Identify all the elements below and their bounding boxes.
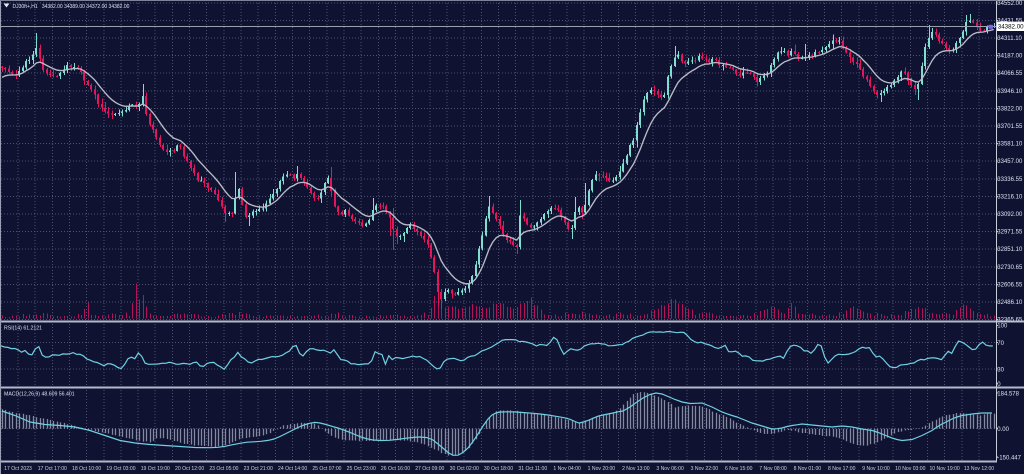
svg-text:25 Oct 23:00: 25 Oct 23:00 [347, 466, 376, 472]
svg-text:30 Oct 18:00: 30 Oct 18:00 [484, 466, 513, 472]
svg-text:25 Oct 07:00: 25 Oct 07:00 [312, 466, 341, 472]
svg-text:34187.00: 34187.00 [997, 54, 1023, 60]
svg-text:33216.10: 33216.10 [997, 194, 1023, 200]
svg-text:7 Nov 08:00: 7 Nov 08:00 [759, 466, 787, 472]
svg-text:32971.55: 32971.55 [997, 230, 1023, 236]
svg-text:100: 100 [997, 324, 1008, 330]
svg-text:31 Oct 11:00: 31 Oct 11:00 [518, 466, 547, 472]
svg-text:34552.00: 34552.00 [997, 1, 1023, 7]
svg-text:33457.00: 33457.00 [997, 159, 1023, 165]
svg-text:30: 30 [997, 367, 1004, 373]
svg-text:34431.55: 34431.55 [997, 18, 1023, 24]
svg-text:33581.10: 33581.10 [997, 142, 1023, 148]
svg-text:17 Oct 17:00: 17 Oct 17:00 [38, 466, 67, 472]
svg-text:9 Nov 10:00: 9 Nov 10:00 [862, 466, 890, 472]
svg-text:10 Nov 19:00: 10 Nov 19:00 [929, 466, 959, 472]
svg-text:RSI(14) 61.2121: RSI(14) 61.2121 [4, 325, 42, 331]
svg-text:6 Nov 15:00: 6 Nov 15:00 [725, 466, 753, 472]
svg-text:70: 70 [997, 341, 1004, 347]
svg-text:18 Oct 10:00: 18 Oct 10:00 [72, 466, 101, 472]
svg-text:MACD(12,26,9) 48.609 56.401: MACD(12,26,9) 48.609 56.401 [4, 391, 75, 397]
svg-text:184.578: 184.578 [997, 391, 1019, 397]
svg-text:23 Oct 21:00: 23 Oct 21:00 [244, 466, 273, 472]
svg-text:32606.55: 32606.55 [997, 282, 1023, 288]
svg-text:13 Nov 12:00: 13 Nov 12:00 [964, 466, 994, 472]
svg-text:33336.55: 33336.55 [997, 177, 1023, 183]
svg-text:DJ30ft+,H1 34382.00 34389.00: DJ30ft+,H1 34382.00 34389.00 34372.00 34… [13, 4, 130, 10]
svg-text:19 Oct 19:00: 19 Oct 19:00 [141, 466, 170, 472]
svg-text:33946.10: 33946.10 [997, 89, 1023, 95]
svg-text:30 Oct 02:00: 30 Oct 02:00 [450, 466, 479, 472]
svg-text:34066.55: 34066.55 [997, 71, 1023, 77]
svg-text:0: 0 [997, 382, 1001, 388]
svg-text:8 Nov 17:00: 8 Nov 17:00 [828, 466, 856, 472]
svg-text:33701.55: 33701.55 [997, 124, 1023, 130]
svg-text:3 Nov 06:00: 3 Nov 06:00 [656, 466, 684, 472]
svg-text:34311.10: 34311.10 [997, 36, 1022, 42]
svg-text:23 Oct 05:00: 23 Oct 05:00 [209, 466, 238, 472]
svg-text:20 Oct 12:00: 20 Oct 12:00 [175, 466, 204, 472]
svg-text:1 Nov 04:00: 1 Nov 04:00 [553, 466, 581, 472]
svg-text:-150.447: -150.447 [997, 455, 1021, 461]
svg-text:33822.00: 33822.00 [997, 106, 1023, 112]
svg-text:34382.00: 34382.00 [998, 24, 1024, 31]
svg-text:32365.65: 32365.65 [997, 318, 1023, 324]
svg-text:24 Oct 14:00: 24 Oct 14:00 [278, 466, 307, 472]
svg-text:3 Nov 22:00: 3 Nov 22:00 [691, 466, 719, 472]
svg-text:33092.00: 33092.00 [997, 212, 1023, 218]
svg-text:2 Nov 13:00: 2 Nov 13:00 [622, 466, 650, 472]
svg-text:27 Oct 09:00: 27 Oct 09:00 [415, 466, 444, 472]
svg-text:32486.10: 32486.10 [997, 300, 1023, 306]
svg-text:26 Oct 16:00: 26 Oct 16:00 [381, 466, 410, 472]
svg-text:8 Nov 01:00: 8 Nov 01:00 [794, 466, 822, 472]
svg-text:0.00: 0.00 [997, 427, 1009, 433]
svg-text:10 Nov 03:00: 10 Nov 03:00 [895, 466, 925, 472]
svg-text:32851.10: 32851.10 [997, 247, 1023, 253]
svg-text:1 Nov 20:00: 1 Nov 20:00 [588, 466, 616, 472]
svg-text:32730.65: 32730.65 [997, 265, 1023, 271]
svg-text:19 Oct 03:00: 19 Oct 03:00 [106, 466, 135, 472]
svg-text:17 Oct 2023: 17 Oct 2023 [4, 466, 32, 472]
